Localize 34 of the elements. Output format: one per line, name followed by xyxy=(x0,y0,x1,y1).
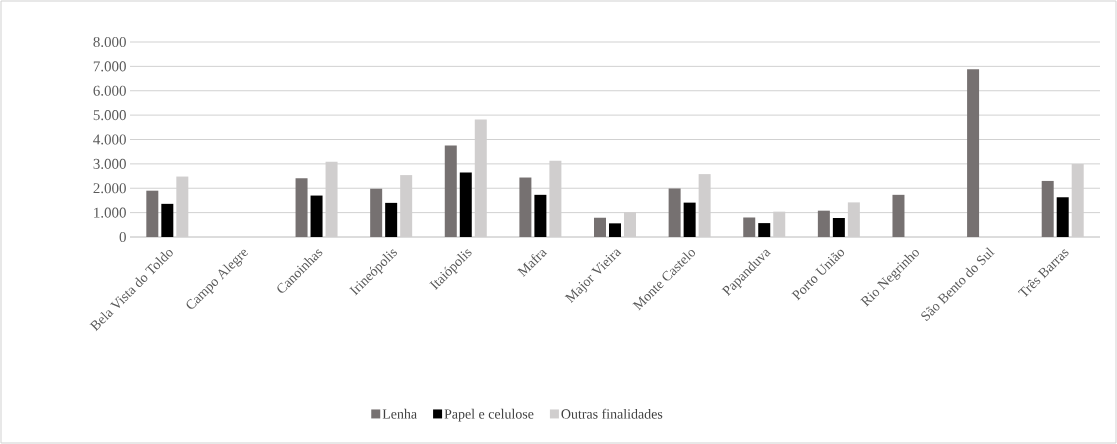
bar xyxy=(459,172,472,237)
legend-label: Outras finalidades xyxy=(561,408,663,419)
bar xyxy=(683,202,696,237)
bar xyxy=(743,217,756,237)
bar xyxy=(892,194,905,237)
y-tick-label: 4.000 xyxy=(93,134,126,145)
bar xyxy=(534,194,547,237)
bar xyxy=(668,188,681,237)
bar xyxy=(758,223,771,237)
y-tick-label: 8.000 xyxy=(93,36,126,48)
y-tick-label: 0 xyxy=(119,231,126,243)
y-tick-label: 7.000 xyxy=(93,61,126,72)
bar xyxy=(967,69,980,237)
y-tick-label: 5.000 xyxy=(93,110,126,121)
bar xyxy=(594,217,607,237)
y-tick-label: 2.000 xyxy=(93,183,126,194)
bar xyxy=(385,202,398,237)
bar xyxy=(1056,197,1069,237)
bar xyxy=(295,178,308,237)
bar xyxy=(444,145,457,237)
y-tick-label: 1.000 xyxy=(94,207,126,218)
legend-label: Lenha xyxy=(382,408,417,419)
bar xyxy=(519,177,532,237)
bar xyxy=(370,188,383,237)
bar xyxy=(161,203,174,237)
bar xyxy=(146,190,159,237)
bar xyxy=(817,210,830,237)
bar xyxy=(832,217,845,237)
bar xyxy=(1041,180,1054,237)
y-tick-label: 6.000 xyxy=(93,85,126,96)
bar xyxy=(310,195,323,237)
bar xyxy=(609,223,622,237)
y-tick-label: 3.000 xyxy=(93,158,126,169)
legend-label: Papel e celulose xyxy=(444,408,534,422)
